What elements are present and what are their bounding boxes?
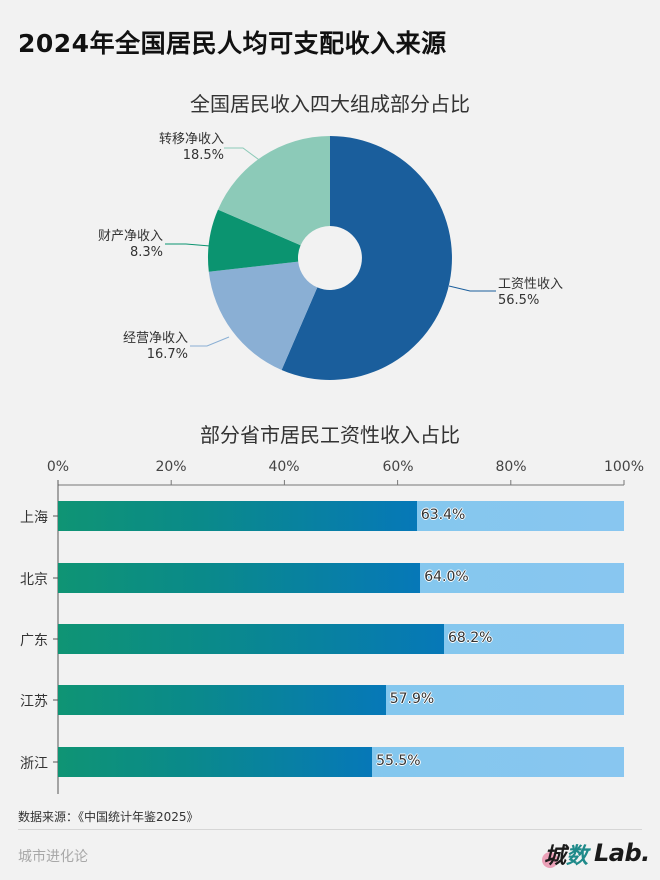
pie-label-business-value: 16.7%	[146, 347, 188, 362]
bar-row-shanghai: 63.4%	[58, 501, 624, 531]
category-label: 北京	[20, 572, 48, 588]
leader-line-transfer	[224, 147, 263, 163]
bar-row-zhejiang: 55.5%	[58, 747, 624, 777]
pie-label-property: 财产净收入 8.3%	[98, 229, 163, 261]
x-tick-label: 40%	[268, 459, 300, 475]
pie-label-business-name: 经营净收入	[122, 331, 188, 346]
x-tick-label: 100%	[603, 459, 645, 475]
pie-chart-title: 全国居民收入四大组成部分占比	[190, 92, 470, 116]
pie-label-transfer-name: 转移净收入	[158, 132, 224, 147]
leader-line-wages	[448, 285, 496, 292]
leader-line-property	[165, 243, 211, 247]
pie-slice-business	[208, 261, 318, 370]
y-axis-ticks	[53, 515, 58, 763]
page-title: 2024年全国居民人均可支配收入来源	[18, 29, 447, 58]
category-label: 广东	[20, 633, 48, 649]
x-axis-ticks	[170, 480, 625, 485]
pie-label-property-value: 8.3%	[129, 245, 163, 260]
pie-label-business: 经营净收入 16.7%	[123, 331, 188, 363]
bar-value-label: 68.2%	[448, 630, 493, 646]
category-label: 上海	[20, 510, 48, 526]
category-label: 江苏	[20, 694, 48, 710]
pie-label-transfer: 转移净收入 18.5%	[159, 132, 224, 164]
x-tick-label: 80%	[495, 459, 527, 475]
logo-dot-icon	[542, 852, 558, 868]
leader-line-business	[190, 336, 230, 347]
footer-divider	[18, 829, 642, 830]
bar-value-label: 64.0%	[424, 569, 469, 585]
pie-label-wages: 工资性收入 56.5%	[498, 277, 563, 309]
bar-value-label: 57.9%	[389, 691, 435, 707]
data-source-note: 数据来源：《中国统计年鉴2025》	[18, 810, 199, 824]
bar-fill	[58, 624, 444, 654]
author-credit: 城市进化论	[18, 849, 88, 865]
pie-label-transfer-value: 18.5%	[182, 148, 224, 163]
bar-fill	[58, 563, 421, 593]
logo-char-2: 数	[566, 844, 589, 869]
x-tick-label: 20%	[155, 459, 187, 475]
bar-chart-title: 部分省市居民工资性收入占比	[200, 423, 460, 447]
category-label: 浙江	[20, 756, 48, 772]
x-tick-label: 60%	[382, 459, 414, 475]
pie-label-wages-name: 工资性收入	[498, 277, 564, 292]
bar-value-label: 63.4%	[420, 507, 466, 523]
bar-fill	[58, 747, 373, 777]
logo-char-1: 城	[544, 844, 567, 869]
bar-fill	[58, 501, 417, 531]
logo-text-cn: 城数	[544, 838, 588, 870]
bar-row-guangdong: 68.2%	[58, 624, 624, 654]
pie-label-property-name: 财产净收入	[97, 229, 163, 244]
bar-value-label: 55.5%	[376, 753, 421, 769]
pie-label-wages-value: 56.5%	[498, 293, 540, 308]
bar-row-beijing: 64.0%	[58, 563, 624, 593]
pie-slice-wages	[281, 136, 452, 380]
bar-row-jiangsu: 57.9%	[58, 685, 624, 715]
bar-fill	[58, 685, 386, 715]
pie-slice-property	[208, 209, 301, 272]
logo-text-en: Lab.	[594, 839, 650, 867]
x-tick-label: 0%	[46, 459, 70, 475]
pie-slice-transfer	[218, 136, 330, 246]
